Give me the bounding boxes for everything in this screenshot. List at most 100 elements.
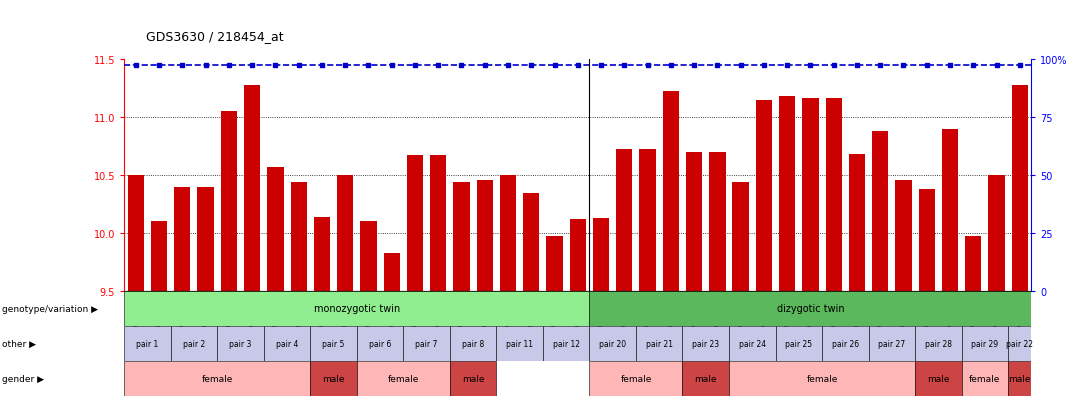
Bar: [546, 237, 563, 291]
Bar: [802, 99, 819, 291]
Bar: [849, 155, 865, 291]
Text: pair 6: pair 6: [369, 339, 391, 348]
Bar: [663, 92, 679, 291]
Text: pair 2: pair 2: [183, 339, 205, 348]
Bar: [942, 129, 958, 291]
Text: male: male: [927, 375, 949, 383]
Text: pair 7: pair 7: [416, 339, 437, 348]
Bar: [291, 183, 307, 291]
Text: other ▶: other ▶: [2, 339, 36, 348]
Bar: [314, 217, 330, 291]
Bar: [915, 326, 961, 361]
Text: pair 22: pair 22: [1007, 339, 1034, 348]
Text: dizygotic twin: dizygotic twin: [777, 304, 845, 314]
Text: pair 23: pair 23: [692, 339, 719, 348]
Bar: [383, 253, 400, 291]
Bar: [497, 326, 543, 361]
Text: pair 25: pair 25: [785, 339, 812, 348]
Text: pair 4: pair 4: [275, 339, 298, 348]
Bar: [822, 326, 868, 361]
Text: male: male: [694, 375, 717, 383]
Bar: [710, 152, 726, 291]
Text: female: female: [202, 375, 233, 383]
Text: female: female: [620, 375, 651, 383]
Text: pair 28: pair 28: [924, 339, 951, 348]
Bar: [569, 219, 586, 291]
Bar: [220, 112, 237, 291]
Bar: [310, 326, 356, 361]
Bar: [1008, 361, 1031, 396]
Bar: [593, 218, 609, 291]
Bar: [915, 361, 961, 396]
Text: female: female: [388, 375, 419, 383]
Bar: [639, 150, 656, 291]
Bar: [590, 361, 683, 396]
Bar: [1008, 326, 1031, 361]
Text: pair 1: pair 1: [136, 339, 159, 348]
Bar: [523, 194, 539, 291]
Bar: [988, 176, 1004, 291]
Bar: [729, 361, 915, 396]
Bar: [919, 190, 935, 291]
Bar: [825, 99, 841, 291]
Bar: [310, 361, 356, 396]
Text: pair 21: pair 21: [646, 339, 673, 348]
Text: gender ▶: gender ▶: [2, 375, 44, 383]
Bar: [217, 326, 264, 361]
Text: genotype/variation ▶: genotype/variation ▶: [2, 304, 98, 313]
Text: male: male: [322, 375, 345, 383]
Bar: [361, 222, 377, 291]
Bar: [454, 183, 470, 291]
Text: pair 5: pair 5: [322, 339, 345, 348]
Text: pair 26: pair 26: [832, 339, 859, 348]
Bar: [590, 291, 1031, 326]
Text: pair 29: pair 29: [971, 339, 998, 348]
Bar: [543, 326, 590, 361]
Bar: [590, 326, 636, 361]
Bar: [961, 326, 1008, 361]
Bar: [430, 156, 446, 291]
Bar: [403, 326, 450, 361]
Bar: [450, 326, 497, 361]
Bar: [1012, 85, 1028, 291]
Bar: [683, 326, 729, 361]
Bar: [729, 326, 775, 361]
Bar: [779, 97, 795, 291]
Text: pair 8: pair 8: [462, 339, 484, 348]
Bar: [124, 361, 310, 396]
Bar: [617, 150, 633, 291]
Text: male: male: [1009, 375, 1031, 383]
Bar: [174, 187, 190, 291]
Bar: [686, 152, 702, 291]
Bar: [775, 326, 822, 361]
Bar: [356, 361, 450, 396]
Text: female: female: [969, 375, 1000, 383]
Bar: [872, 132, 889, 291]
Bar: [356, 326, 403, 361]
Bar: [636, 326, 683, 361]
Bar: [264, 326, 310, 361]
Text: female: female: [807, 375, 838, 383]
Bar: [500, 176, 516, 291]
Bar: [124, 326, 171, 361]
Bar: [732, 183, 748, 291]
Bar: [476, 180, 492, 291]
Bar: [171, 326, 217, 361]
Bar: [407, 156, 423, 291]
Text: monozygotic twin: monozygotic twin: [313, 304, 400, 314]
Text: pair 3: pair 3: [229, 339, 252, 348]
Bar: [868, 326, 915, 361]
Bar: [683, 361, 729, 396]
Text: pair 11: pair 11: [507, 339, 534, 348]
Bar: [127, 176, 144, 291]
Text: pair 24: pair 24: [739, 339, 766, 348]
Bar: [756, 100, 772, 291]
Bar: [124, 291, 590, 326]
Bar: [895, 180, 912, 291]
Text: pair 27: pair 27: [878, 339, 905, 348]
Text: GDS3630 / 218454_at: GDS3630 / 218454_at: [146, 31, 283, 43]
Bar: [244, 85, 260, 291]
Bar: [267, 167, 284, 291]
Bar: [966, 237, 982, 291]
Text: male: male: [462, 375, 484, 383]
